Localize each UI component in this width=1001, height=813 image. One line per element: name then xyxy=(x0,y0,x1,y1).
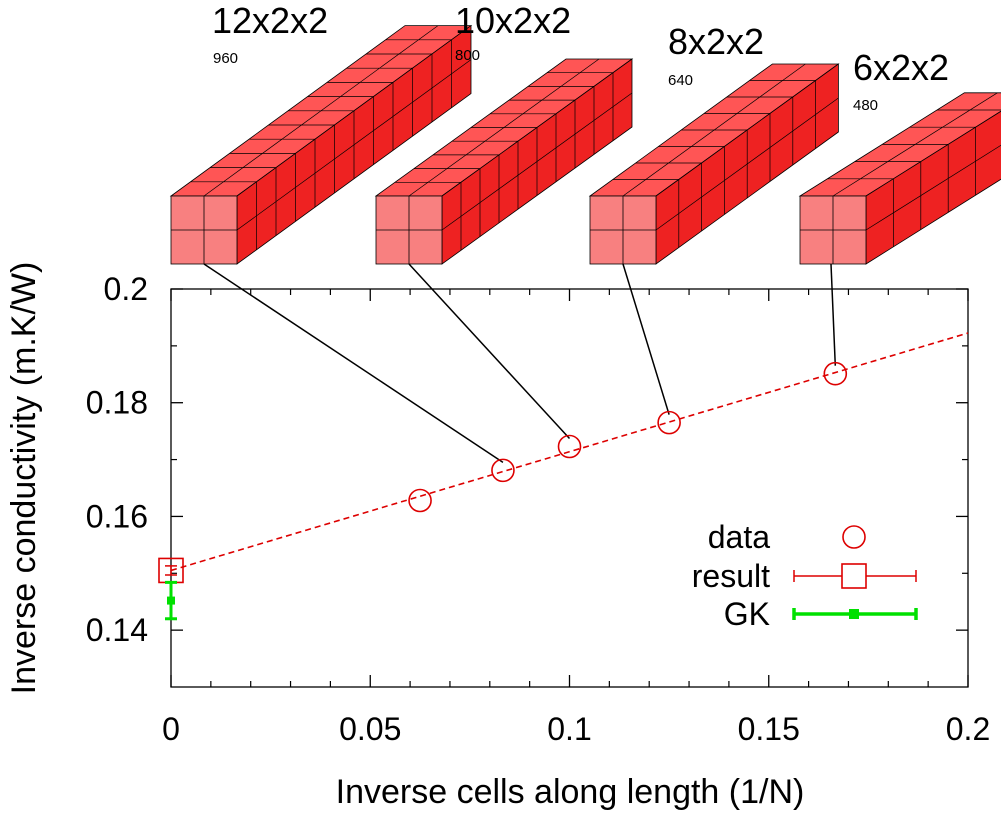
legend-circle xyxy=(842,525,866,549)
y-tick-label: 0.18 xyxy=(86,385,148,421)
legend-square xyxy=(841,563,867,589)
plot-area: 0 0.05 0.1 0.15 0.2 0.14 0.16 0.18 0.2 xyxy=(86,271,991,747)
leader-line xyxy=(830,263,837,366)
lattice-box: 10x2x2 800 xyxy=(374,0,634,265)
lattice-box: 12x2x2 960 xyxy=(169,0,473,265)
box-title: 12x2x2 xyxy=(212,0,328,41)
box-count: 480 xyxy=(853,97,878,114)
data-point xyxy=(491,458,515,483)
y-tick-label: 0.2 xyxy=(104,271,148,307)
legend-label: data xyxy=(708,519,770,555)
legend-filled-square xyxy=(849,609,859,619)
x-tick-label: 0.05 xyxy=(339,711,401,747)
y-tick-label: 0.16 xyxy=(86,498,148,534)
leader-lines xyxy=(203,263,837,463)
data-point xyxy=(408,488,432,513)
x-axis-label: Inverse cells along length (1/N) xyxy=(336,773,805,811)
box-count: 960 xyxy=(213,50,238,67)
x-tick-label: 0.2 xyxy=(946,711,990,747)
box-mid-line xyxy=(832,92,998,197)
plot-frame xyxy=(170,288,969,688)
box-mid-line xyxy=(408,58,600,197)
legend-label: GK xyxy=(724,596,770,632)
lattice-boxes: 12x2x2 960 10x2x2 800 8x2x2 640 6x2x2 480 xyxy=(169,0,1001,265)
box-mid-line xyxy=(622,63,806,197)
lattice-box: 6x2x2 480 xyxy=(798,47,1001,265)
leader-line xyxy=(203,263,504,463)
box-mid-line xyxy=(203,25,439,197)
legend-label: result xyxy=(692,558,770,594)
data-point xyxy=(557,434,582,459)
y-tick-label: 0.14 xyxy=(86,612,148,648)
data-point xyxy=(657,410,681,435)
fit-line xyxy=(170,332,969,572)
box-count: 800 xyxy=(455,47,480,64)
box-title: 6x2x2 xyxy=(853,47,949,88)
x-tick-label: 0.15 xyxy=(738,711,800,747)
y-axis-label: Inverse conductivity (m.K/W) xyxy=(5,262,43,695)
box-mid-line xyxy=(655,97,839,231)
box-mid-line xyxy=(236,59,472,231)
x-tick-label: 0 xyxy=(162,711,180,747)
box-title: 8x2x2 xyxy=(668,21,764,62)
x-tick-label: 0.1 xyxy=(547,711,591,747)
leader-line xyxy=(408,263,571,440)
box-count: 640 xyxy=(668,72,693,89)
data-point xyxy=(823,361,848,386)
leader-line xyxy=(622,263,670,415)
data-marks xyxy=(158,361,848,621)
lattice-box: 8x2x2 640 xyxy=(588,21,840,265)
fit-line-group xyxy=(170,332,969,572)
gk-point xyxy=(167,596,175,605)
box-mid-line xyxy=(441,92,633,231)
box-title: 10x2x2 xyxy=(455,0,571,41)
axis-ticks: 0 0.05 0.1 0.15 0.2 0.14 0.16 0.18 0.2 xyxy=(86,271,991,747)
box-mid-line xyxy=(865,144,1001,231)
